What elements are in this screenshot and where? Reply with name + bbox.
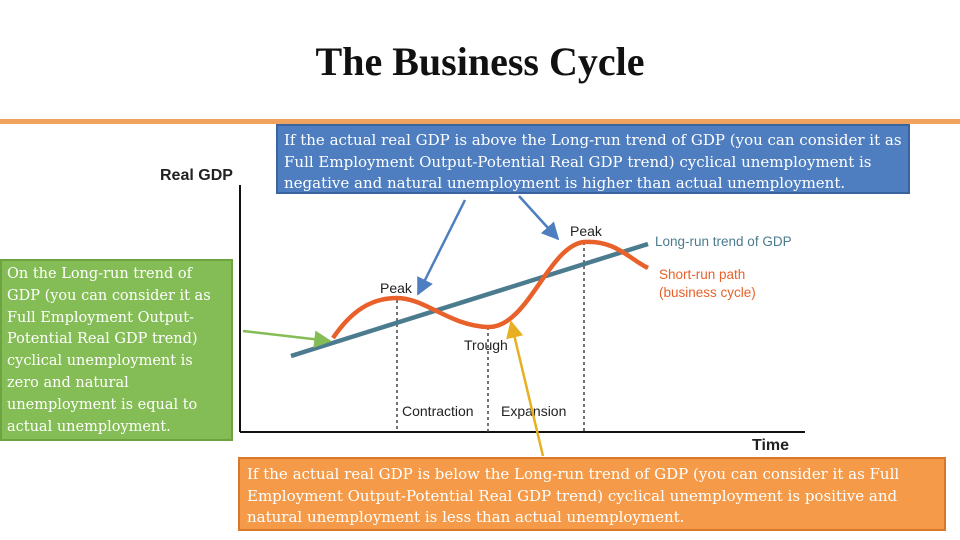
short-run-label-line-1: Short-run path [659,267,745,282]
top-callout-arrow-left [416,199,467,296]
peak-2-label: Peak [570,223,603,239]
bottom-callout-arrow [506,320,545,457]
page-title: The Business Cycle [315,39,645,84]
top-callout-arrow-right [518,195,560,241]
cycle-curve [331,239,650,340]
contraction-label: Contraction [402,403,474,419]
x-axis-label: Time [752,437,789,454]
trend-line [290,241,649,359]
expansion-label: Expansion [501,403,566,419]
trend-line-label: Long-run trend of GDP [655,234,792,249]
y-axis-label: Real GDP [160,167,233,184]
trough-label: Trough [464,337,508,353]
short-run-label-line-2: (business cycle) [659,285,756,300]
above-trend-callout: If the actual real GDP is above the Long… [276,124,910,194]
left-callout-arrow [242,329,332,348]
below-trend-callout: If the actual real GDP is below the Long… [238,457,946,531]
peak-1-label: Peak [380,280,413,296]
on-trend-callout: On the Long-run trend of GDP (you can co… [0,259,233,441]
title-divider [0,119,960,124]
